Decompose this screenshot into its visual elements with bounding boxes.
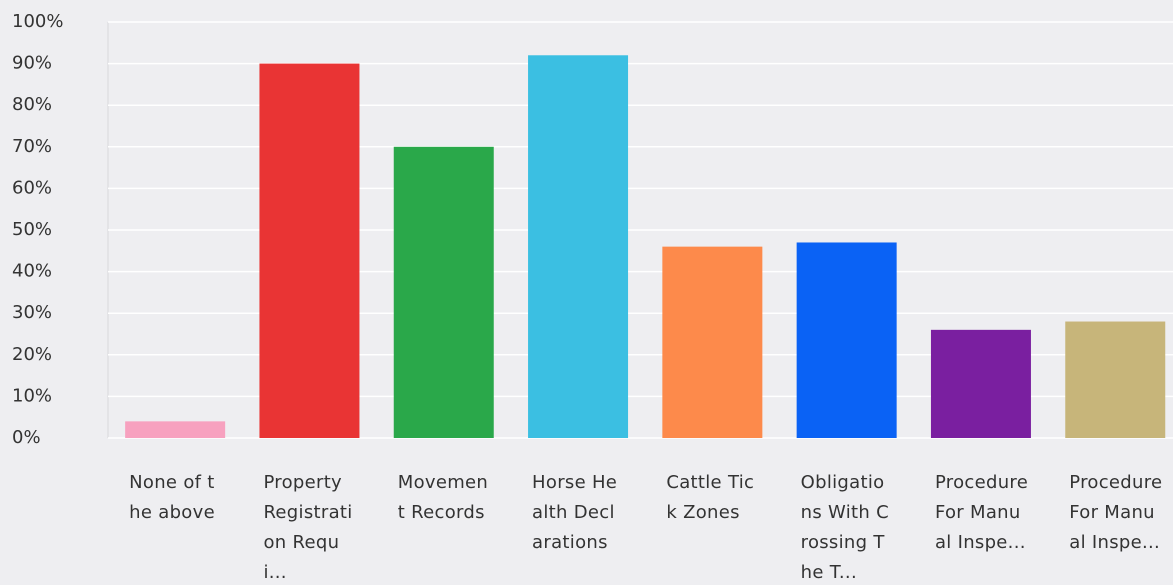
y-tick-label: 20% — [12, 344, 52, 365]
x-tick-label: Cattle Tick Zones — [666, 472, 755, 523]
x-tick-label: Movement Records — [397, 472, 489, 523]
bar — [528, 55, 629, 438]
y-tick-label: 50% — [12, 219, 52, 240]
bar — [259, 63, 360, 438]
x-tick-label: Obligations With Crossing The T... — [800, 472, 890, 583]
bar — [796, 242, 897, 438]
x-tick-label: Procedure For Manual Inspe... — [934, 472, 1029, 553]
x-tick-label: Procedure For Manual Inspe... — [1069, 472, 1163, 553]
y-tick-label: 90% — [12, 53, 52, 74]
x-tick-label: None of the above — [129, 472, 215, 523]
y-tick-label: 10% — [12, 385, 52, 406]
y-tick-label: 60% — [12, 177, 52, 198]
x-tick-label: Horse Health Declarations — [532, 472, 618, 553]
y-tick-label: 0% — [12, 427, 41, 448]
x-tick-label: Property Registration Requi... — [263, 472, 353, 583]
bar — [930, 329, 1031, 438]
y-tick-label: 70% — [12, 136, 52, 157]
y-tick-label: 30% — [12, 302, 52, 323]
y-tick-label: 80% — [12, 94, 52, 115]
bar — [393, 146, 494, 439]
bar — [662, 246, 763, 438]
y-tick-label: 100% — [12, 11, 63, 32]
bar — [125, 421, 226, 438]
bar — [1065, 321, 1166, 438]
y-tick-label: 40% — [12, 261, 52, 282]
